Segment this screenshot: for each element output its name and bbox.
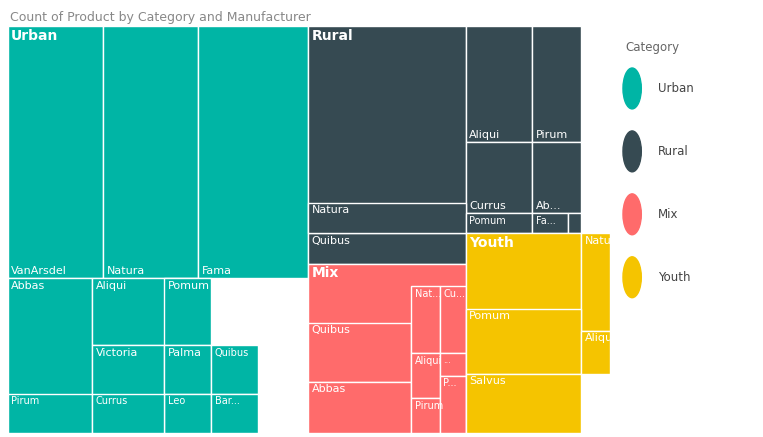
Bar [411, 286, 439, 354]
Text: Pirum: Pirum [11, 396, 40, 406]
Bar [465, 142, 532, 213]
Bar [8, 26, 307, 278]
Bar [532, 213, 568, 233]
Text: Salvus: Salvus [469, 376, 506, 386]
Bar [439, 286, 465, 354]
Text: Ab...: Ab... [536, 201, 561, 211]
Text: Aliqui: Aliqui [415, 356, 443, 366]
Bar [92, 394, 164, 433]
Text: Count of Product by Category and Manufacturer: Count of Product by Category and Manufac… [10, 11, 311, 24]
Bar [465, 213, 532, 233]
Bar [92, 345, 164, 433]
Text: Pomum: Pomum [168, 281, 210, 291]
Text: Aliqui: Aliqui [585, 333, 617, 343]
Text: Aliqui: Aliqui [95, 281, 127, 291]
Text: Pirum: Pirum [536, 130, 568, 139]
Text: Currus: Currus [95, 396, 128, 406]
Text: Natura: Natura [311, 205, 349, 215]
Bar [307, 382, 411, 433]
Bar [411, 398, 439, 433]
Bar [164, 394, 211, 433]
Text: Quibus: Quibus [311, 236, 350, 246]
Text: Leo: Leo [168, 396, 185, 406]
Bar [307, 323, 411, 382]
Bar [465, 233, 581, 433]
Bar [8, 278, 92, 433]
Text: Pirum: Pirum [415, 401, 443, 410]
Bar [411, 354, 439, 398]
Bar [307, 26, 465, 233]
Bar [211, 394, 259, 433]
Text: Cu...: Cu... [443, 289, 465, 299]
Bar [307, 233, 465, 264]
Text: Rural: Rural [311, 29, 353, 43]
Text: Bar...: Bar... [215, 396, 240, 406]
Text: Aliqui: Aliqui [469, 130, 501, 139]
Bar [307, 203, 465, 233]
Circle shape [623, 194, 642, 235]
Text: Nat...: Nat... [415, 289, 441, 299]
Text: Fa...: Fa... [536, 215, 555, 225]
Bar [198, 26, 307, 278]
Text: Victoria: Victoria [95, 348, 138, 358]
Text: Mix: Mix [658, 208, 678, 221]
Text: Quibus: Quibus [311, 325, 350, 335]
Text: Mix: Mix [311, 267, 339, 281]
Text: Youth: Youth [469, 236, 514, 250]
Text: P...: P... [443, 378, 457, 388]
Bar [439, 354, 465, 376]
Bar [92, 278, 198, 345]
Text: Abbas: Abbas [11, 281, 46, 291]
Text: Quibus: Quibus [215, 348, 250, 358]
Bar [439, 376, 465, 433]
Text: Fama: Fama [201, 266, 232, 276]
Bar [164, 278, 211, 345]
Text: Palma: Palma [168, 348, 202, 358]
Text: Urban: Urban [11, 29, 59, 43]
Bar [465, 309, 581, 374]
Bar [532, 142, 581, 213]
Bar [465, 26, 532, 142]
Bar [307, 264, 465, 433]
Text: Pomum: Pomum [469, 215, 506, 225]
Bar [532, 26, 581, 142]
Text: Natura: Natura [107, 266, 145, 276]
Bar [164, 345, 211, 394]
Text: Rural: Rural [658, 145, 688, 158]
Text: Abbas: Abbas [311, 384, 346, 394]
Circle shape [623, 131, 642, 172]
Bar [568, 213, 581, 233]
Circle shape [623, 68, 642, 109]
Text: Youth: Youth [658, 271, 690, 284]
Bar [103, 26, 198, 278]
Bar [211, 345, 259, 394]
Text: VanArsdel: VanArsdel [11, 266, 67, 276]
Circle shape [623, 257, 642, 298]
Bar [8, 394, 92, 433]
Bar [8, 26, 103, 278]
Text: Category: Category [625, 41, 679, 54]
Bar [465, 374, 581, 433]
Text: Currus: Currus [469, 201, 506, 211]
Text: Urban: Urban [658, 82, 694, 95]
Text: ...: ... [443, 356, 451, 365]
Bar [581, 233, 610, 331]
Bar [581, 331, 610, 374]
Text: Natura: Natura [585, 236, 623, 246]
Text: Pomum: Pomum [469, 311, 511, 321]
